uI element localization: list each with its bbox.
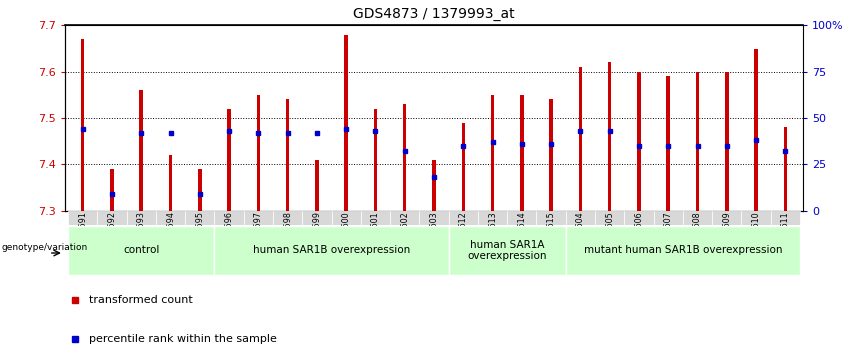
FancyBboxPatch shape: [449, 211, 478, 225]
FancyBboxPatch shape: [68, 226, 214, 275]
FancyBboxPatch shape: [214, 226, 449, 275]
Bar: [549, 99, 553, 211]
FancyBboxPatch shape: [68, 211, 97, 225]
Text: GSM1279593: GSM1279593: [137, 211, 146, 265]
FancyBboxPatch shape: [185, 211, 214, 225]
Bar: [462, 123, 465, 211]
Text: GSM1279608: GSM1279608: [693, 211, 702, 265]
Bar: [579, 67, 582, 211]
Bar: [345, 35, 348, 211]
Bar: [227, 109, 231, 211]
FancyBboxPatch shape: [156, 211, 185, 225]
Text: GSM1279601: GSM1279601: [371, 211, 380, 265]
FancyBboxPatch shape: [771, 211, 800, 225]
FancyBboxPatch shape: [566, 226, 800, 275]
Text: GSM1279603: GSM1279603: [430, 211, 438, 265]
Bar: [520, 95, 523, 211]
Bar: [432, 160, 436, 211]
Text: GSM1279610: GSM1279610: [752, 211, 760, 265]
Text: GSM1279614: GSM1279614: [517, 211, 526, 265]
FancyBboxPatch shape: [244, 211, 273, 225]
FancyBboxPatch shape: [390, 211, 419, 225]
FancyBboxPatch shape: [273, 211, 302, 225]
Text: GSM1279611: GSM1279611: [781, 211, 790, 265]
Bar: [784, 127, 787, 211]
Bar: [696, 72, 700, 211]
Bar: [725, 72, 728, 211]
Text: transformed count: transformed count: [89, 295, 193, 305]
Bar: [637, 72, 641, 211]
FancyBboxPatch shape: [419, 211, 449, 225]
Text: GSM1279596: GSM1279596: [225, 211, 233, 265]
FancyBboxPatch shape: [302, 211, 332, 225]
FancyBboxPatch shape: [478, 211, 507, 225]
Bar: [198, 169, 201, 211]
Text: mutant human SAR1B overexpression: mutant human SAR1B overexpression: [583, 245, 782, 256]
Bar: [608, 62, 611, 211]
FancyBboxPatch shape: [624, 211, 654, 225]
FancyBboxPatch shape: [741, 211, 771, 225]
Text: GSM1279609: GSM1279609: [722, 211, 731, 265]
Text: GSM1279602: GSM1279602: [400, 211, 409, 265]
Bar: [168, 155, 172, 211]
FancyBboxPatch shape: [683, 211, 712, 225]
FancyBboxPatch shape: [214, 211, 244, 225]
Text: GSM1279594: GSM1279594: [166, 211, 175, 265]
Text: GSM1279612: GSM1279612: [459, 211, 468, 265]
Text: genotype/variation: genotype/variation: [1, 244, 88, 252]
FancyBboxPatch shape: [449, 226, 566, 275]
Text: GSM1279606: GSM1279606: [635, 211, 643, 265]
Text: GSM1279600: GSM1279600: [342, 211, 351, 265]
FancyBboxPatch shape: [127, 211, 156, 225]
Bar: [110, 169, 114, 211]
Text: control: control: [123, 245, 160, 256]
FancyBboxPatch shape: [654, 211, 683, 225]
FancyBboxPatch shape: [566, 211, 595, 225]
FancyBboxPatch shape: [507, 211, 536, 225]
Bar: [286, 99, 289, 211]
Text: GSM1279595: GSM1279595: [195, 211, 204, 265]
FancyBboxPatch shape: [361, 211, 390, 225]
FancyBboxPatch shape: [536, 211, 566, 225]
FancyBboxPatch shape: [712, 211, 741, 225]
Text: GSM1279615: GSM1279615: [547, 211, 556, 265]
Text: GSM1279604: GSM1279604: [575, 211, 585, 265]
FancyBboxPatch shape: [97, 211, 127, 225]
Text: GSM1279607: GSM1279607: [664, 211, 673, 265]
Text: GDS4873 / 1379993_at: GDS4873 / 1379993_at: [353, 7, 515, 21]
Bar: [140, 90, 143, 211]
Bar: [754, 49, 758, 211]
Text: human SAR1B overexpression: human SAR1B overexpression: [253, 245, 411, 256]
Bar: [315, 160, 319, 211]
Bar: [374, 109, 378, 211]
Text: human SAR1A
overexpression: human SAR1A overexpression: [468, 240, 547, 261]
Text: GSM1279591: GSM1279591: [78, 211, 87, 265]
Text: GSM1279598: GSM1279598: [283, 211, 293, 265]
Text: GSM1279592: GSM1279592: [108, 211, 116, 265]
Bar: [81, 39, 84, 211]
Bar: [257, 95, 260, 211]
Bar: [667, 76, 670, 211]
Text: GSM1279599: GSM1279599: [312, 211, 321, 265]
Text: GSM1279613: GSM1279613: [488, 211, 497, 265]
FancyBboxPatch shape: [595, 211, 624, 225]
Text: GSM1279605: GSM1279605: [605, 211, 615, 265]
Bar: [490, 95, 494, 211]
Bar: [403, 104, 406, 211]
FancyBboxPatch shape: [332, 211, 361, 225]
Text: GSM1279597: GSM1279597: [253, 211, 263, 265]
Text: percentile rank within the sample: percentile rank within the sample: [89, 334, 277, 344]
